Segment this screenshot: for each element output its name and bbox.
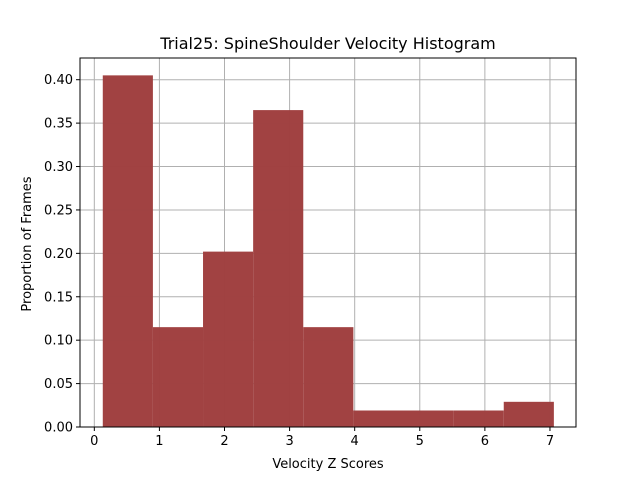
x-tick-label-5: 5 xyxy=(416,434,424,449)
y-axis-title: Proportion of Frames xyxy=(20,176,35,311)
axes-frame xyxy=(79,57,577,428)
y-tick-label-8: 0.40 xyxy=(44,73,73,88)
y-tick-label-7: 0.35 xyxy=(44,117,73,132)
x-tick-label-4: 4 xyxy=(351,434,359,449)
histogram-bar-6 xyxy=(403,410,454,427)
histogram-bar-8 xyxy=(503,401,554,427)
histogram-bar-1 xyxy=(152,327,204,427)
x-axis-title: Velocity Z Scores xyxy=(272,457,384,472)
x-tick-label-6: 6 xyxy=(481,434,489,449)
histogram-bar-3 xyxy=(253,110,304,427)
x-tick-label-2: 2 xyxy=(220,434,228,449)
y-tick-label-4: 0.20 xyxy=(44,247,73,262)
y-tick-label-0: 0.00 xyxy=(44,421,73,436)
y-tick-label-6: 0.30 xyxy=(44,160,73,175)
histogram-bar-2 xyxy=(203,251,254,427)
x-tick-label-0: 0 xyxy=(90,434,98,449)
y-tick-label-3: 0.15 xyxy=(44,290,73,305)
x-tick-label-1: 1 xyxy=(155,434,163,449)
y-tick-label-1: 0.05 xyxy=(44,377,73,392)
histogram-bar-5 xyxy=(353,410,404,427)
y-tick-label-5: 0.25 xyxy=(44,203,73,218)
chart-title: Trial25: SpineShoulder Velocity Histogra… xyxy=(159,34,495,53)
y-tick-label-2: 0.10 xyxy=(44,334,73,349)
histogram-bar-7 xyxy=(453,410,504,427)
x-tick-label-3: 3 xyxy=(285,434,293,449)
bars xyxy=(102,75,554,427)
histogram-bar-4 xyxy=(303,327,354,427)
x-tick-label-7: 7 xyxy=(546,434,554,449)
histogram-bar-0 xyxy=(102,75,153,427)
ticks: 0 1 2 3 4 5 6 7 0.00 0.05 0.10 0.15 0.20 0.25 0.30 0.35… xyxy=(44,73,554,449)
